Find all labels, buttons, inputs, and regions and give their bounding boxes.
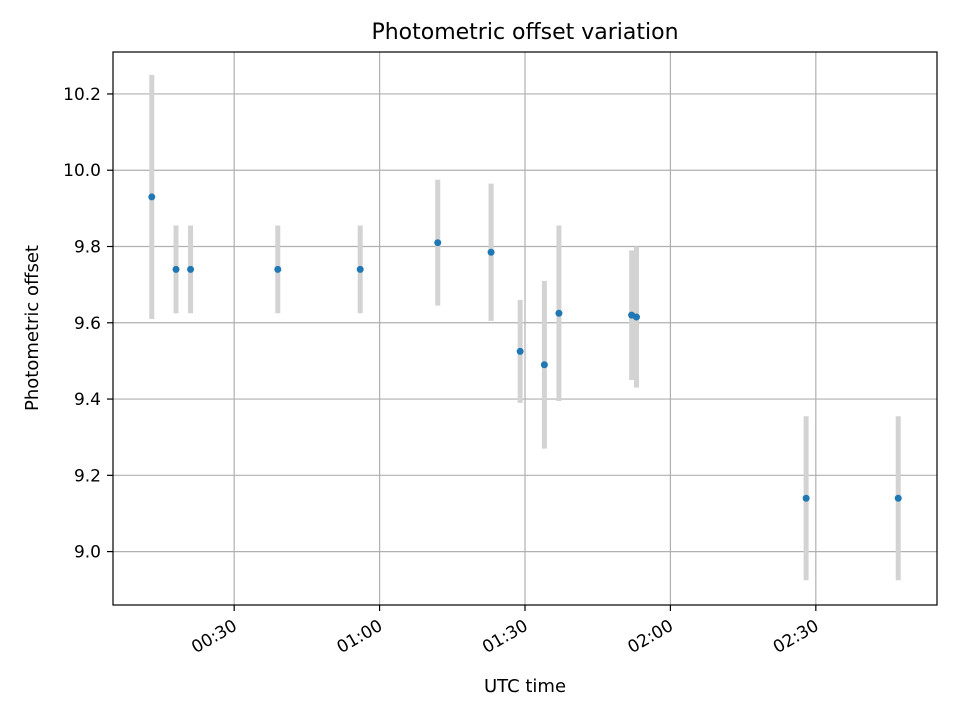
data-point <box>802 494 810 502</box>
data-point <box>555 309 563 317</box>
y-tick-label: 10.0 <box>63 161 101 181</box>
x-tick-label: 02:00 <box>624 616 676 658</box>
data-point <box>356 265 364 273</box>
data-point <box>148 193 156 201</box>
data-point <box>632 313 640 321</box>
data-point <box>487 248 495 256</box>
y-tick-label: 9.2 <box>74 466 101 486</box>
data-point <box>187 265 195 273</box>
data-point <box>516 347 524 355</box>
x-tick-label: 02:30 <box>770 616 822 658</box>
x-tick-label: 01:30 <box>479 616 531 658</box>
data-point <box>540 361 548 369</box>
y-tick-label: 9.8 <box>74 238 101 258</box>
x-axis: 00:30 01:00 01:30 02:00 02:30 <box>188 605 822 658</box>
data-point <box>172 265 180 273</box>
grid <box>113 52 937 605</box>
data-point <box>894 494 902 502</box>
y-tick-label: 9.6 <box>74 314 101 334</box>
chart-title: Photometric offset variation <box>371 20 678 45</box>
y-tick-label: 9.4 <box>74 390 101 410</box>
y-tick-label: 9.0 <box>74 543 101 563</box>
x-tick-label: 01:00 <box>334 616 386 658</box>
data-point <box>274 265 282 273</box>
data-points <box>148 193 902 502</box>
y-axis-label: Photometric offset <box>22 245 43 411</box>
y-axis: 9.0 9.2 9.4 9.6 9.8 10.0 10.2 <box>63 85 113 563</box>
data-point <box>434 239 442 247</box>
x-tick-label: 00:30 <box>188 616 240 658</box>
x-axis-label: UTC time <box>484 676 566 697</box>
y-tick-label: 10.2 <box>63 85 101 105</box>
